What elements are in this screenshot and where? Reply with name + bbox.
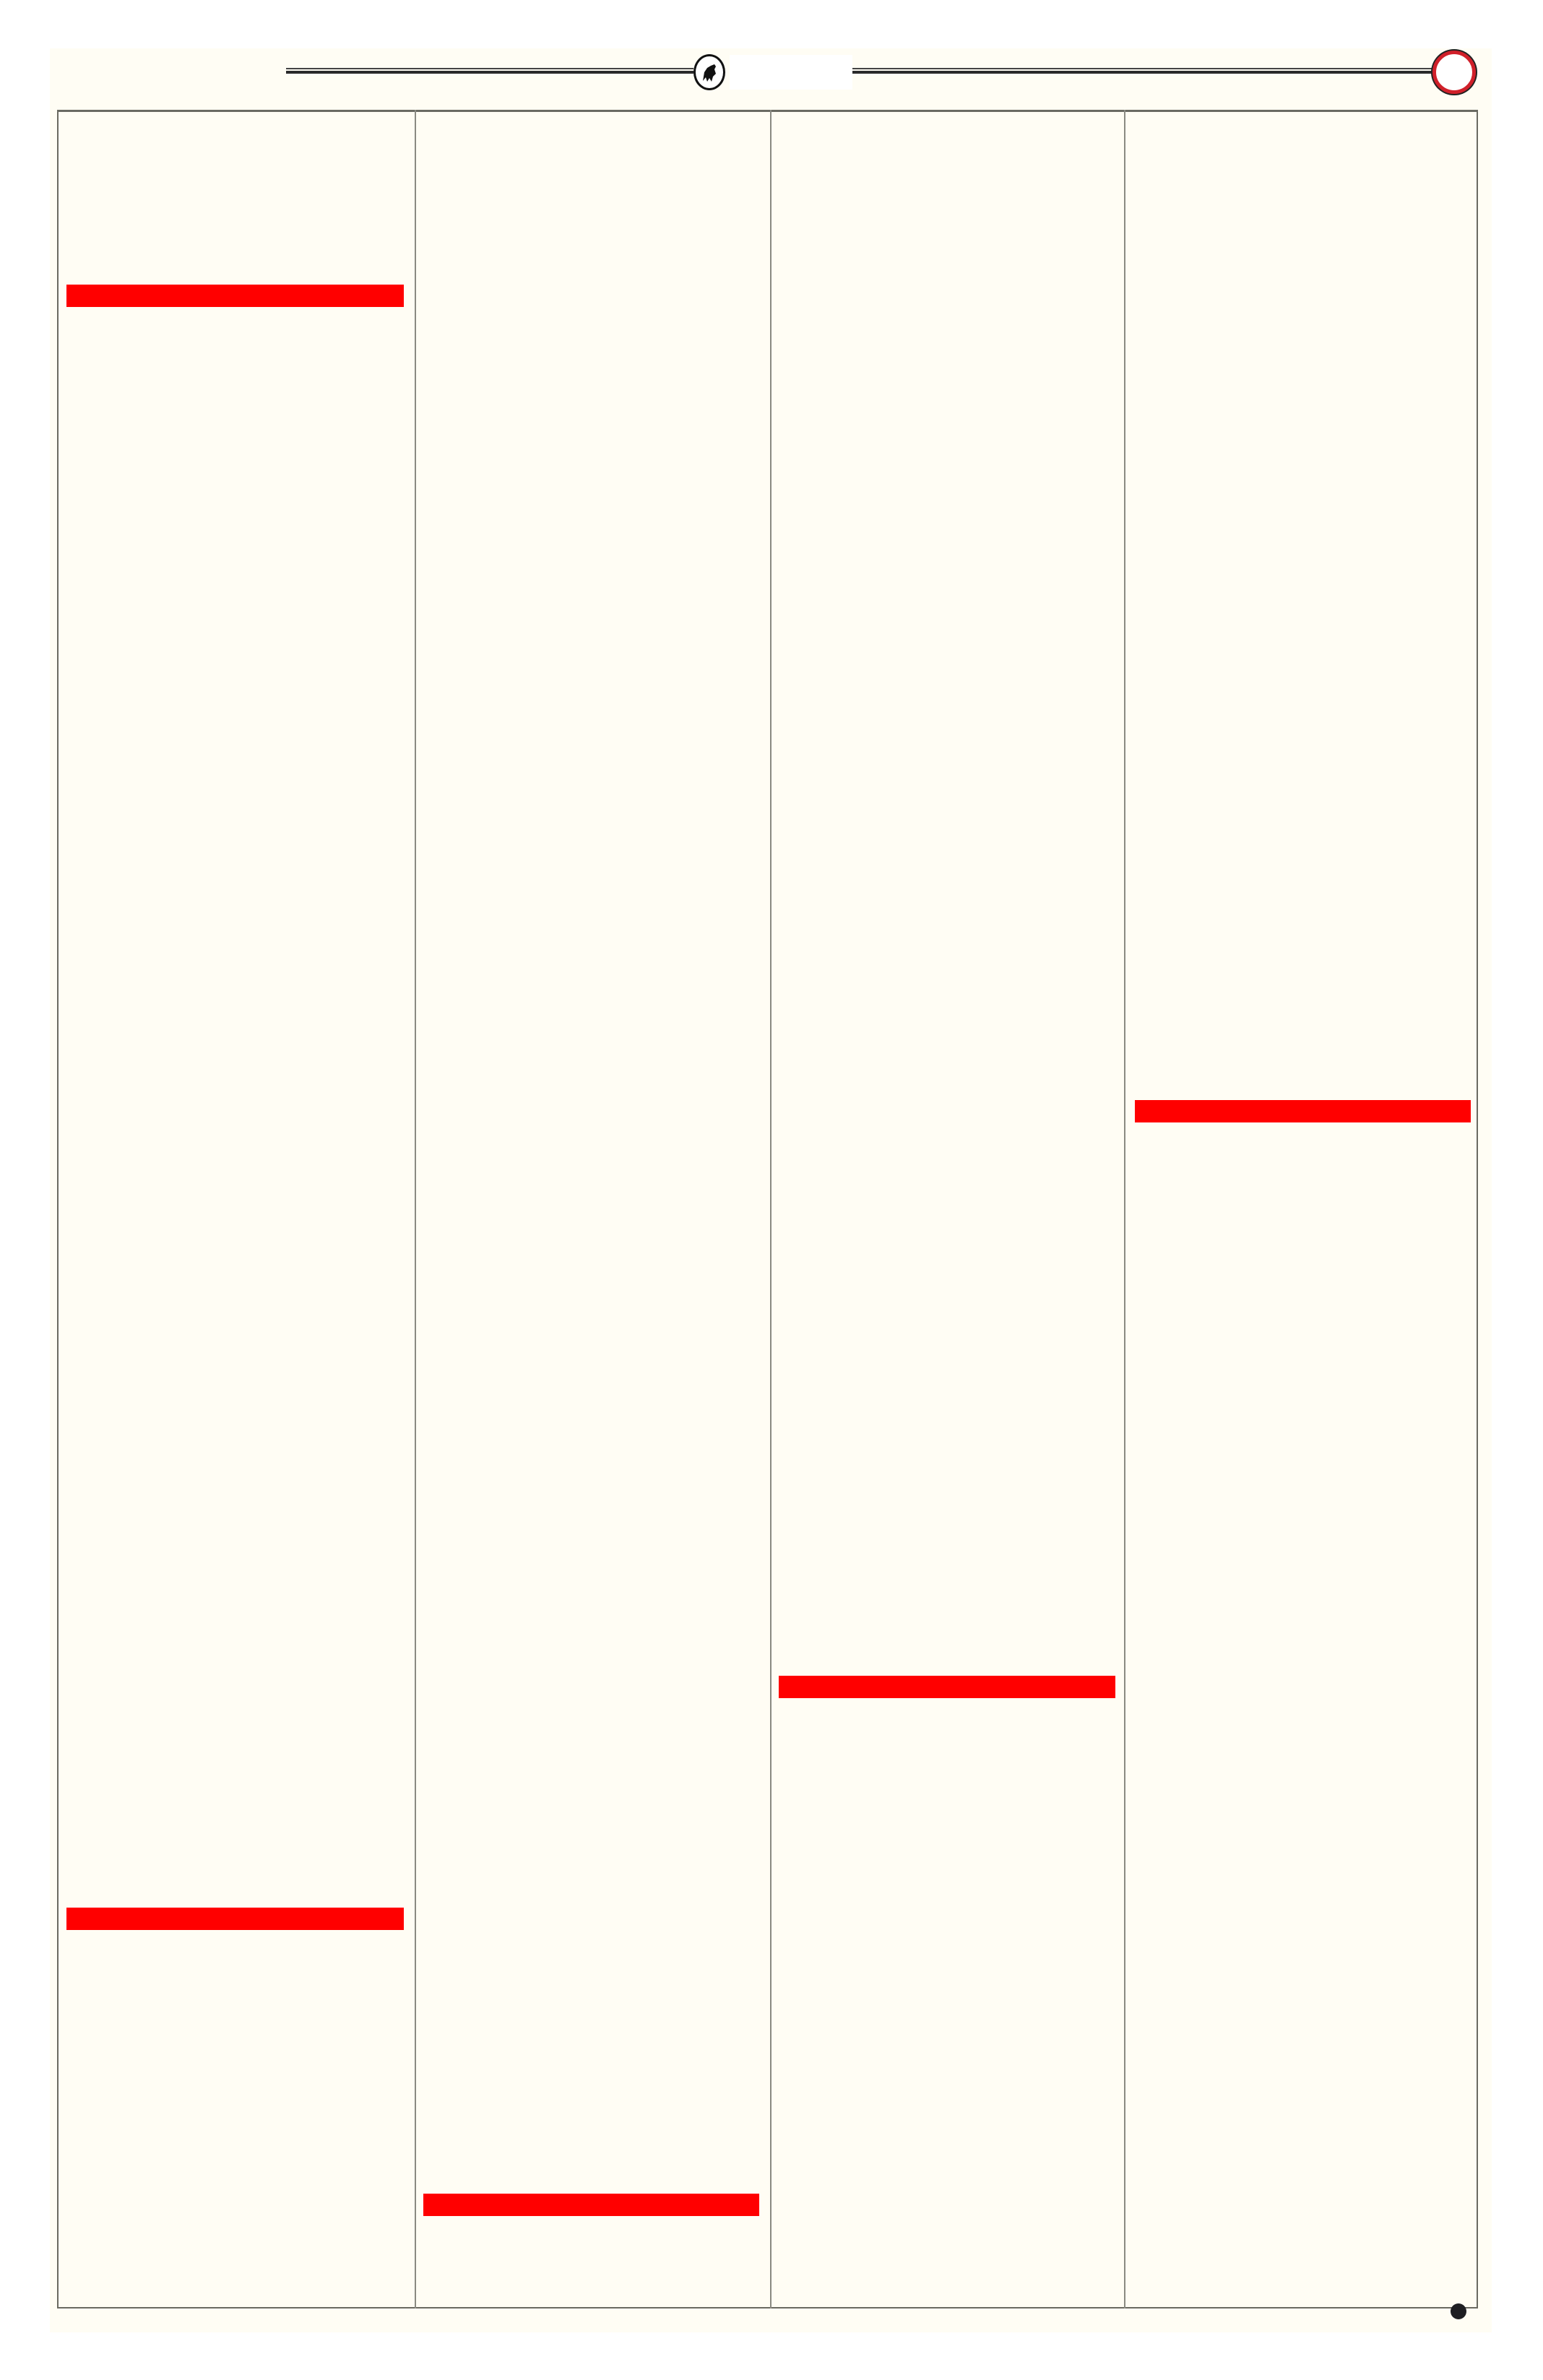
dot-icon xyxy=(1451,2303,1466,2319)
column-divider xyxy=(1124,110,1125,2308)
content-frame xyxy=(57,110,1478,2308)
header-rule-left xyxy=(286,68,693,74)
red-circle-icon[interactable] xyxy=(1432,51,1476,94)
column-divider xyxy=(770,110,772,2308)
highlight-bar xyxy=(779,1676,1115,1698)
animal-emblem-icon xyxy=(693,54,725,90)
header-rule-right xyxy=(852,68,1435,74)
highlight-bar xyxy=(1135,1100,1471,1122)
highlight-bar xyxy=(66,1908,404,1930)
highlight-bar xyxy=(66,285,404,307)
highlight-bar xyxy=(423,2194,759,2216)
column-divider xyxy=(415,110,416,2308)
header-title-area xyxy=(730,55,852,90)
